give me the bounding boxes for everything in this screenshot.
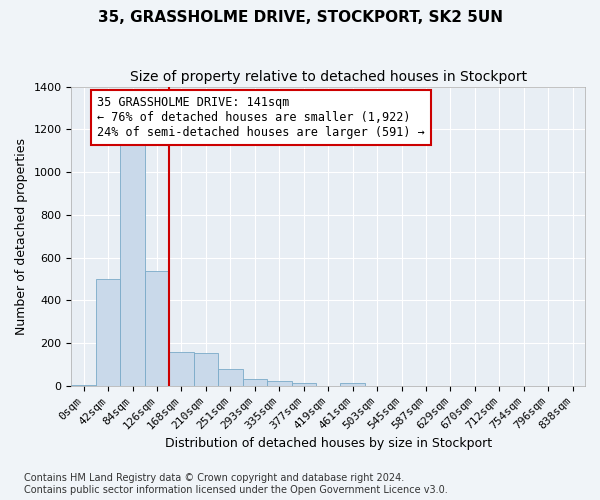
- X-axis label: Distribution of detached houses by size in Stockport: Distribution of detached houses by size …: [164, 437, 492, 450]
- Text: 35 GRASSHOLME DRIVE: 141sqm
← 76% of detached houses are smaller (1,922)
24% of : 35 GRASSHOLME DRIVE: 141sqm ← 76% of det…: [97, 96, 425, 139]
- Bar: [71, 385, 96, 386]
- Bar: [121, 125, 145, 386]
- Bar: [292, 383, 316, 386]
- Bar: [169, 352, 194, 386]
- Bar: [340, 384, 365, 386]
- Bar: [218, 369, 242, 386]
- Bar: [194, 353, 218, 386]
- Bar: [242, 379, 267, 386]
- Bar: [96, 279, 121, 386]
- Text: 35, GRASSHOLME DRIVE, STOCKPORT, SK2 5UN: 35, GRASSHOLME DRIVE, STOCKPORT, SK2 5UN: [97, 10, 503, 25]
- Y-axis label: Number of detached properties: Number of detached properties: [15, 138, 28, 335]
- Bar: [267, 382, 292, 386]
- Title: Size of property relative to detached houses in Stockport: Size of property relative to detached ho…: [130, 70, 527, 84]
- Text: Contains HM Land Registry data © Crown copyright and database right 2024.
Contai: Contains HM Land Registry data © Crown c…: [24, 474, 448, 495]
- Bar: [145, 270, 169, 386]
